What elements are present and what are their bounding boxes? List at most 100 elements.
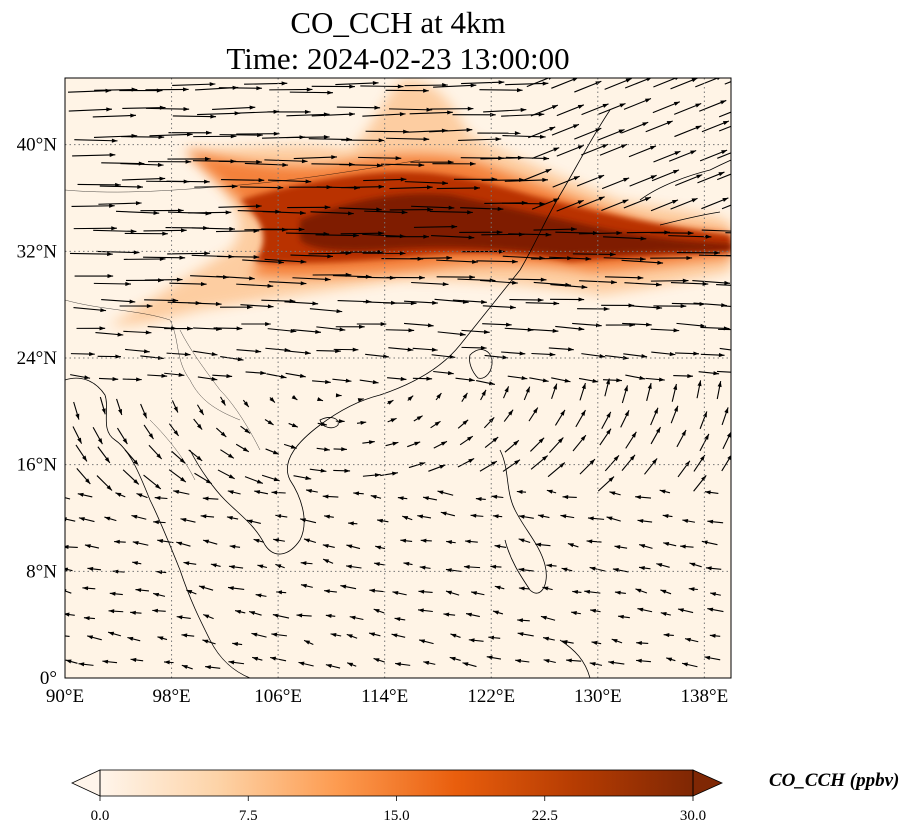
wind-vector-head: [400, 177, 407, 182]
wind-vector-head: [446, 540, 453, 545]
wind-vector-head: [690, 150, 697, 155]
wind-vector-head: [300, 281, 307, 286]
wind-vector: [339, 164, 383, 167]
wind-vector-head: [260, 370, 266, 375]
wind-vector-head: [608, 660, 615, 665]
wind-vector: [123, 258, 166, 260]
wind-vector-head: [514, 131, 521, 136]
wind-vector: [718, 111, 731, 118]
wind-vector-head: [468, 235, 475, 240]
wind-vector-head: [349, 84, 355, 89]
wind-vector-head: [229, 544, 236, 549]
wind-vector-head: [322, 494, 329, 499]
wind-vector-head: [616, 230, 623, 236]
wind-vector-head: [258, 178, 265, 183]
wind-vector-head: [618, 614, 624, 619]
wind-vector-head: [186, 132, 193, 137]
wind-vector-head: [246, 519, 253, 524]
wind-vector-head: [215, 301, 222, 307]
wind-vector: [166, 180, 210, 183]
wind-vector-head: [157, 636, 164, 641]
wind-vector-head: [682, 278, 689, 283]
wind-vector: [197, 112, 241, 116]
wind-vector-head: [341, 447, 347, 452]
wind-vector-head: [467, 210, 473, 215]
wind-vector-head: [418, 589, 425, 594]
wind-vector-head: [375, 545, 382, 550]
wind-vector: [533, 228, 577, 231]
wind-vector-head: [281, 81, 288, 86]
wind-vector-head: [236, 326, 243, 331]
wind-vector: [721, 204, 731, 210]
wind-vector-head: [179, 458, 186, 464]
wind-vector-head: [209, 82, 216, 87]
wind-vector-head: [518, 514, 525, 519]
wind-vector-head: [695, 103, 702, 108]
wind-vector: [261, 299, 296, 302]
wind-vector-head: [403, 561, 410, 566]
wind-vector-head: [111, 138, 118, 143]
wind-vector-head: [229, 226, 235, 231]
wind-vector: [65, 635, 70, 637]
wind-vector-head: [206, 130, 212, 135]
wind-vector-head: [660, 612, 667, 617]
wind-vector-head: [304, 350, 311, 355]
wind-vector-head: [732, 370, 738, 374]
wind-vector-head: [553, 147, 560, 152]
wind-vector-head: [743, 198, 749, 202]
wind-vector-head: [130, 229, 137, 234]
wind-vector-head: [466, 612, 473, 617]
wind-vector: [410, 257, 453, 260]
wind-vector: [362, 113, 406, 117]
wind-vector: [218, 160, 262, 163]
wind-vector: [101, 299, 136, 303]
wind-vector-head: [256, 86, 263, 91]
wind-vector-head: [746, 73, 752, 77]
wind-vector: [650, 280, 689, 282]
wind-vector: [404, 84, 448, 87]
wind-vector-head: [122, 438, 128, 445]
wind-vector: [411, 205, 455, 209]
wind-vector-head: [537, 297, 544, 303]
wind-vector-head: [622, 199, 629, 204]
wind-vector-head: [750, 306, 756, 310]
wind-vector-head: [353, 233, 359, 238]
wind-vector: [332, 275, 372, 278]
wind-vector: [218, 205, 262, 208]
wind-vector: [436, 259, 478, 263]
wind-vector: [716, 283, 731, 286]
wind-vector-head: [324, 447, 330, 452]
wind-vector-head: [602, 103, 609, 108]
wind-vector-head: [722, 120, 729, 125]
wind-vector: [624, 282, 662, 286]
wind-vector-head: [674, 151, 681, 156]
wind-vector-head: [545, 232, 552, 237]
wind-vector-head: [100, 308, 107, 313]
wind-vector: [460, 207, 504, 210]
wind-vector: [502, 255, 546, 259]
wind-vector-head: [448, 205, 455, 210]
wind-vector-head: [513, 440, 519, 446]
wind-vector: [363, 178, 407, 182]
lat-tick-label: 40°N: [17, 135, 58, 156]
wind-vector-head: [210, 114, 217, 119]
wind-vector-head: [497, 206, 504, 212]
wind-vector-head: [306, 488, 312, 493]
wind-vector-head: [273, 131, 280, 136]
wind-vector-head: [543, 156, 550, 161]
wind-vector: [172, 115, 217, 118]
wind-vector-head: [578, 297, 585, 302]
wind-vector-head: [244, 428, 251, 434]
wind-vector-head: [432, 300, 438, 305]
wind-vector-head: [299, 373, 306, 378]
wind-vector-head: [502, 355, 509, 360]
wind-vector-head: [677, 608, 684, 613]
wind-vector-head: [662, 513, 669, 519]
wind-vector-head: [637, 518, 644, 524]
wind-vector-head: [589, 566, 596, 571]
wind-vector-head: [104, 516, 111, 521]
wind-vector-head: [494, 544, 501, 549]
wind-vector-head: [58, 634, 64, 638]
wind-vector-head: [181, 633, 188, 638]
wind-vector-head: [492, 437, 499, 443]
